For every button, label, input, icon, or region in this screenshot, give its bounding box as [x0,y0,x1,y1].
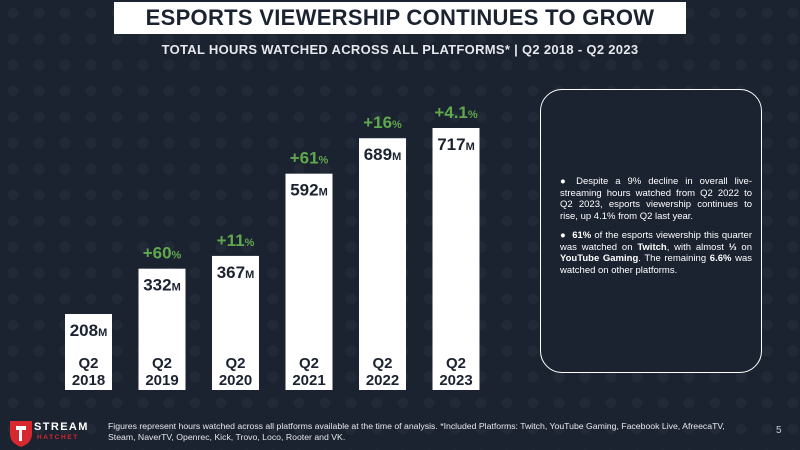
growth-label-2022: +16% [363,113,402,132]
page-title: ESPORTS VIEWERSHIP CONTINUES TO GROW [114,2,686,34]
value-unit: M [98,327,107,339]
category-year-2021: 2021 [292,372,325,389]
growth-label-2021: +61% [290,149,329,168]
category-year-2023: 2023 [439,372,472,389]
growth-unit: % [172,250,182,262]
bar-2022 [359,138,406,390]
growth-unit: % [245,237,255,249]
value-unit: M [466,141,475,153]
category-year-2022: 2022 [366,372,399,389]
category-year-2018: 2018 [72,372,105,389]
growth-label-2020: +11% [217,231,255,250]
notes-box [540,89,762,373]
category-quarter-2020: Q2 [225,355,245,372]
growth-label-2023: +4.1% [434,103,478,122]
page-subtitle: TOTAL HOURS WATCHED ACROSS ALL PLATFORMS… [161,42,639,57]
growth-unit: % [392,119,402,131]
notes-list: ● Despite a 9% decline in overall live-st… [560,176,752,284]
page-number: 5 [776,425,782,436]
value-label-2020: 367M [217,263,255,282]
value-label-2023: 717M [437,135,475,154]
value-label-2022: 689M [364,145,402,164]
bar-2021 [285,173,333,390]
bar-2023 [432,128,480,390]
stream-hatchet-shield-icon [10,421,32,447]
value-label-2018: 208M [70,321,108,340]
logo-wordmark-sub: HATCHET [37,434,79,441]
value-unit: M [392,151,401,163]
bar-2018 [65,313,112,390]
bar-2019 [138,268,186,390]
category-quarter-2023: Q2 [446,355,466,372]
category-quarter-2022: Q2 [372,355,392,372]
value-unit: M [172,282,181,294]
note-item-1: ● Despite a 9% decline in overall live-st… [560,176,752,222]
bar-chart: 208M Q2 2018 332M Q2 2019 +60% 367M Q2 2020 +11% 59… [65,103,480,390]
value-label-2019: 332M [143,276,181,295]
growth-label-2019: +60% [143,244,182,263]
value-unit: M [245,269,254,281]
growth-unit: % [468,109,478,121]
growth-unit: % [319,155,329,167]
bar-2020 [212,255,259,390]
value-label-2021: 592M [290,181,328,200]
category-quarter-2021: Q2 [299,355,319,372]
category-year-2020: 2020 [219,372,252,389]
logo-wordmark: STREAM [34,421,89,433]
category-quarter-2018: Q2 [78,355,98,372]
chart-svg: 208MQ22018332MQ22019+60%367MQ22020+11%59… [65,103,480,390]
category-quarter-2019: Q2 [152,355,172,372]
value-unit: M [319,187,328,199]
footer-note: Figures represent hours watched across a… [108,421,725,442]
category-year-2019: 2019 [145,372,178,389]
note-item-2: ● 61% of the esports viewership this quar… [560,230,752,276]
